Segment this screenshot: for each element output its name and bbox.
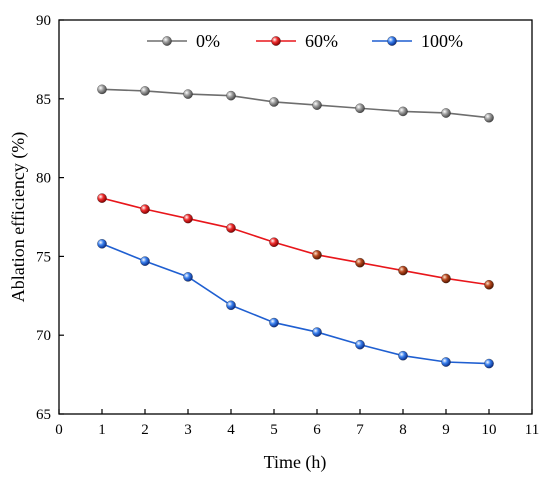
x-tick-label: 11 [525,422,539,438]
series-line-2 [101,197,490,286]
x-axis-title: Time (h) [264,452,327,473]
x-tick-label: 3 [184,422,192,438]
series-2-point [441,273,451,284]
x-tick-label: 2 [141,422,149,438]
series-3-point [398,350,408,361]
series-2-point [183,213,193,224]
x-tick-label: 1 [98,422,106,438]
x-tick-label: 0 [55,422,63,438]
y-axis-title: Ablation efficiency (%) [8,132,29,303]
x-tick-label: 9 [442,422,450,438]
series-1-point [140,86,150,96]
series-line-3 [101,243,490,365]
legend-label: 0% [196,31,220,51]
series-3-point [269,317,279,328]
legend-label: 60% [305,31,338,51]
legend-marker [271,36,281,46]
y-tick-label: 90 [36,13,51,29]
series-1-point [97,84,107,95]
series-1-point [484,112,494,123]
series-2-point [97,193,107,203]
series-2-point [355,257,365,268]
series-1-point [398,106,408,117]
y-tick-label: 70 [36,328,51,344]
legend-marker [387,36,397,46]
y-tick-label: 85 [36,92,51,108]
series-1-point [183,89,193,99]
y-tick-label: 65 [36,407,51,423]
x-tick-label: 8 [399,422,407,438]
series-3-point [226,300,236,311]
series-3-point [441,357,451,367]
x-tick-label: 6 [313,422,321,438]
series-1-point [226,90,236,101]
y-tick-label: 80 [36,171,51,187]
plot-frame [58,19,533,415]
x-tick-label: 7 [356,422,364,438]
x-tick-label: 4 [227,422,235,438]
series-1-point [441,108,451,118]
series-1-point [269,97,279,107]
series-3-point [183,272,193,282]
series-line-1 [101,88,490,119]
x-tick-label: 10 [482,422,497,438]
series-1-point [312,100,322,110]
series-3-point [355,339,365,350]
series-3-point [97,239,107,249]
series-2-point [312,250,322,260]
series-3-point [312,327,322,337]
series-2-point [269,237,279,247]
series-2-point [484,280,494,290]
series-2-point [226,223,236,233]
legend-label: 100% [421,31,463,51]
legend-marker [162,36,172,46]
series-2-point [140,204,150,214]
y-tick-label: 75 [36,249,51,265]
series-3-point [140,256,150,266]
series-2-point [398,265,408,276]
series-1-point [355,103,365,114]
series-3-point [484,358,494,369]
x-tick-label: 5 [270,422,278,438]
